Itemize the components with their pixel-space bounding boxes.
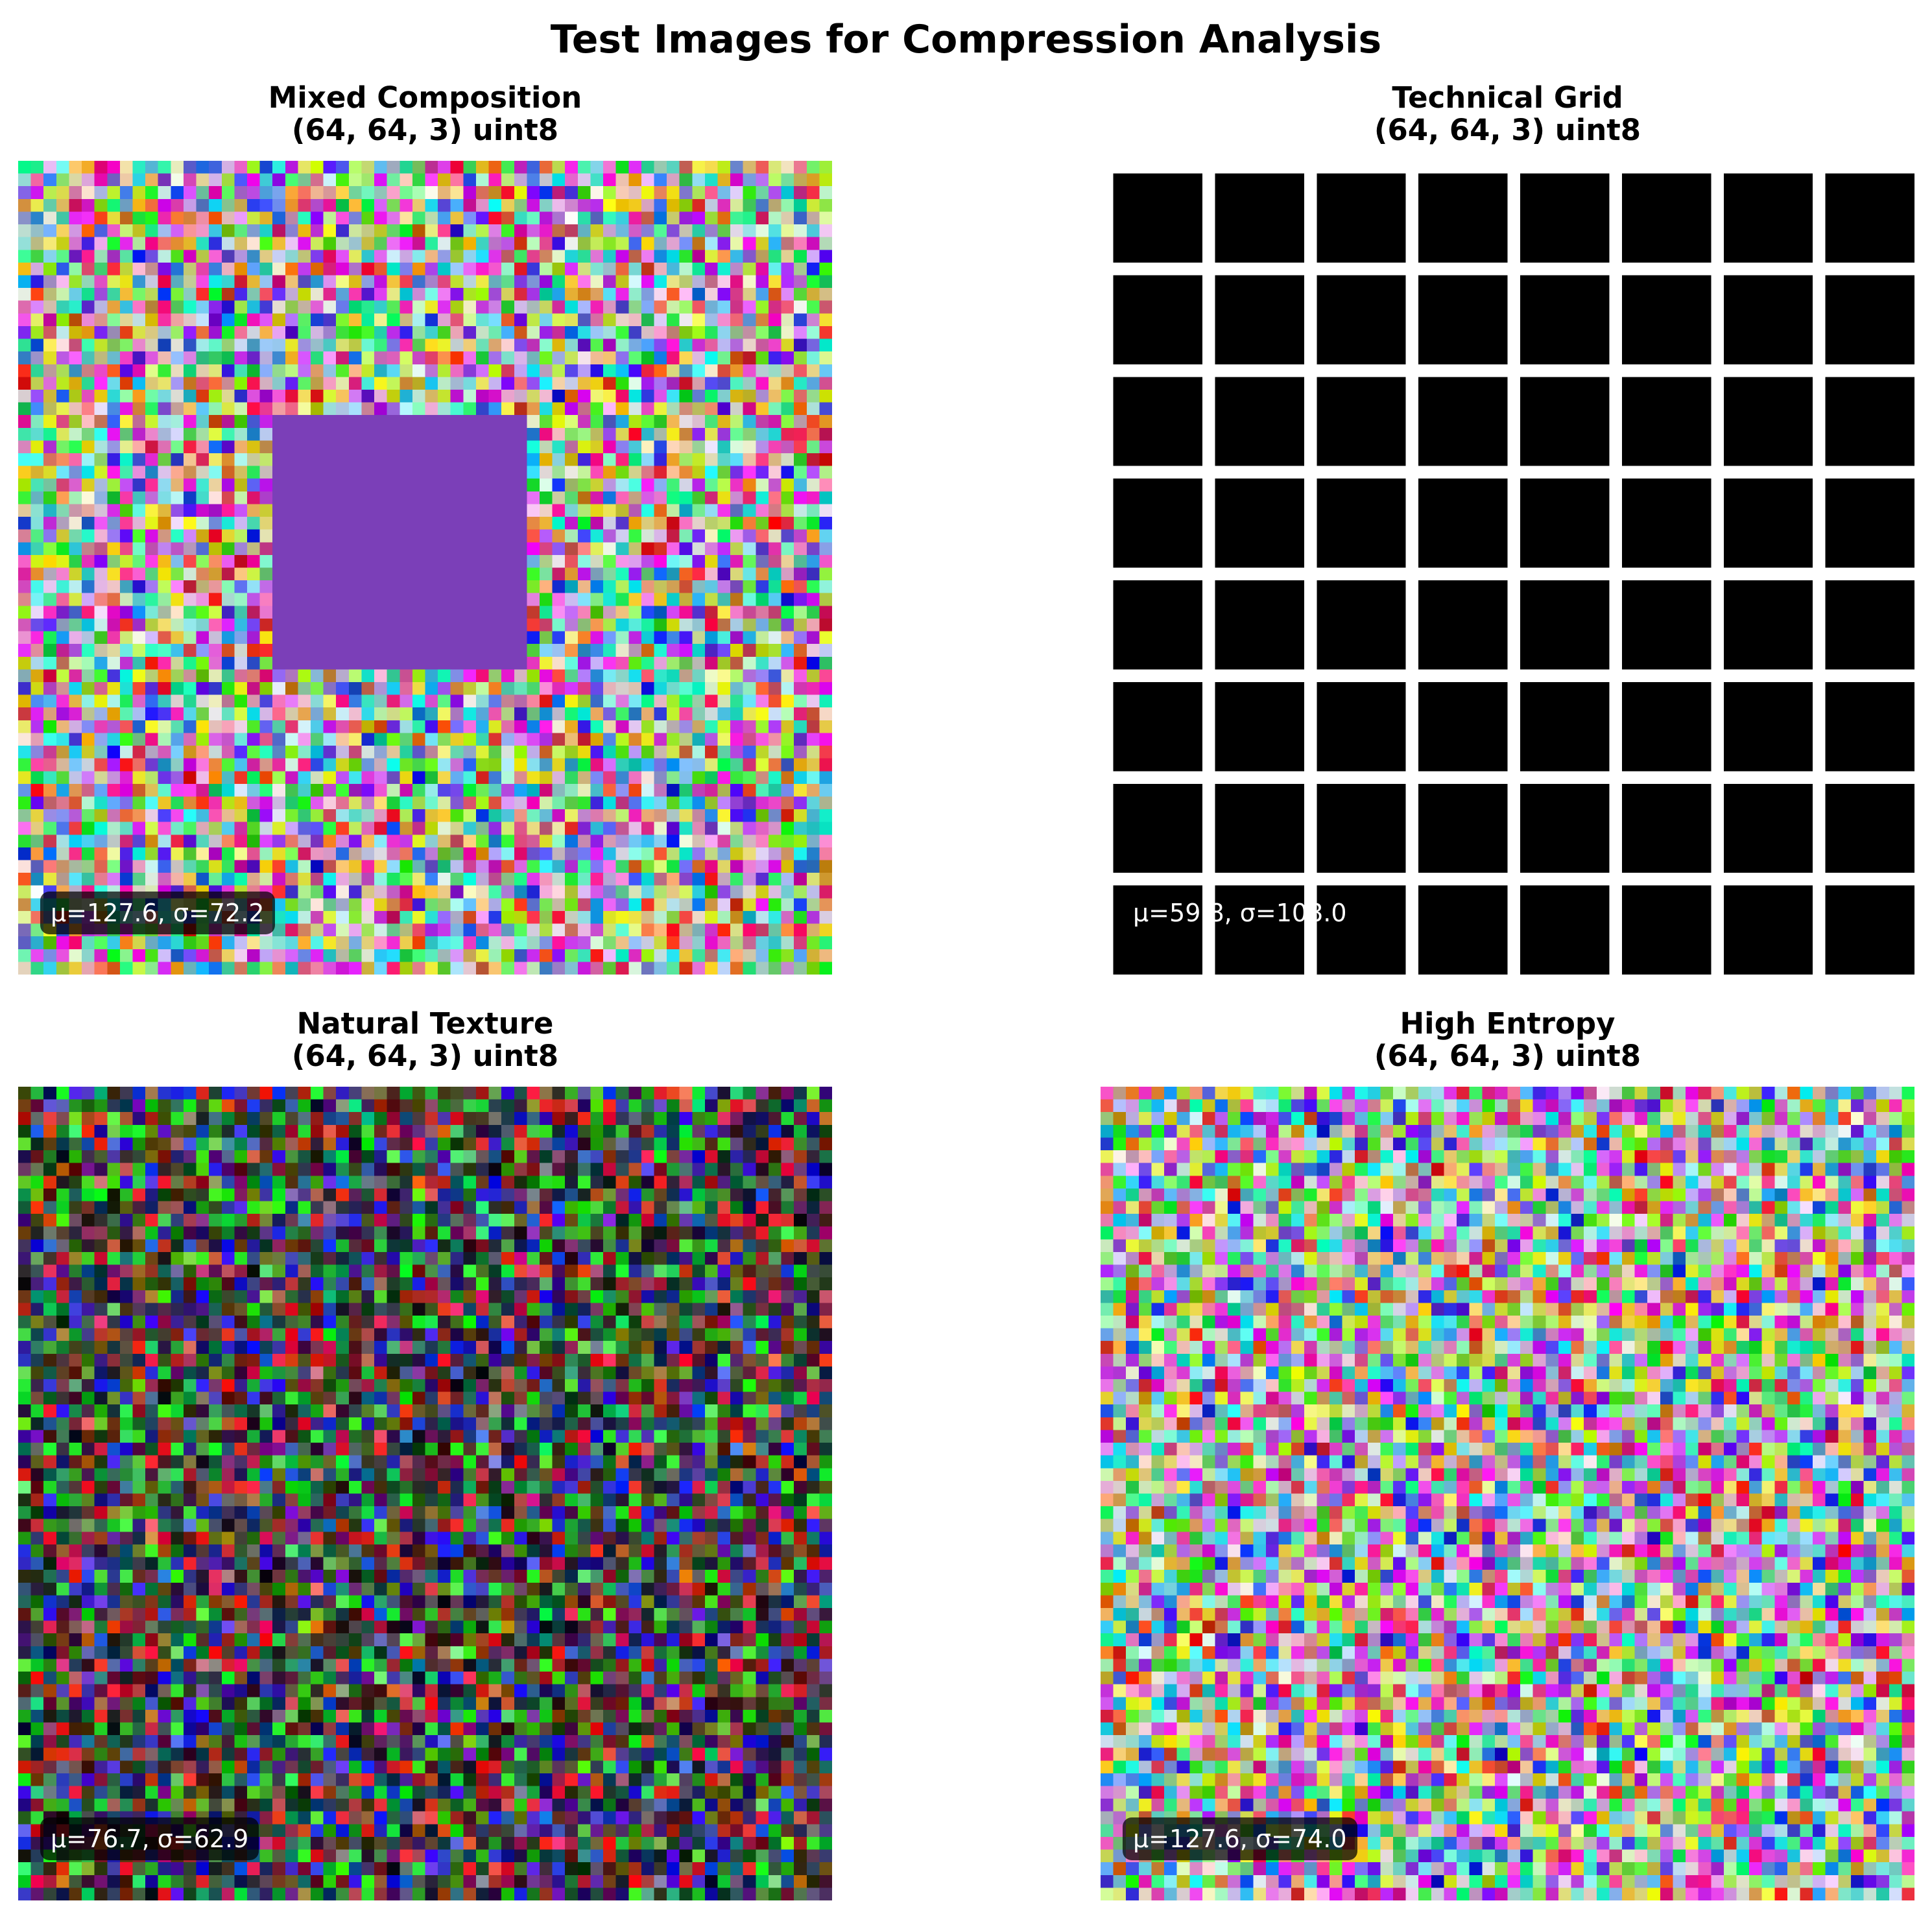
panel-subtitle-text: (64, 64, 3) uint8: [18, 114, 832, 147]
image-canvas: [18, 161, 832, 975]
test-image: μ=76.7, σ=62.9: [18, 1087, 832, 1900]
panel-title-text: Natural Texture: [18, 1008, 832, 1040]
panel-subtitle-text: (64, 64, 3) uint8: [18, 1040, 832, 1072]
panel-title: Mixed Composition (64, 64, 3) uint8: [18, 82, 832, 147]
image-canvas: [18, 1087, 832, 1900]
panel-title-text: Mixed Composition: [18, 82, 832, 114]
panel-high-entropy: High Entropy (64, 64, 3) uint8 μ=127.6, …: [1101, 1002, 1914, 1900]
stats-label: μ=59.8, σ=108.0: [1123, 892, 1357, 934]
panel-mixed-composition: Mixed Composition (64, 64, 3) uint8 μ=12…: [18, 77, 832, 975]
test-image: μ=127.6, σ=72.2: [18, 161, 832, 975]
panel-subtitle-text: (64, 64, 3) uint8: [1101, 114, 1914, 147]
panel-title-text: Technical Grid: [1101, 82, 1914, 114]
stats-label: μ=127.6, σ=74.0: [1123, 1817, 1357, 1860]
panel-title: High Entropy (64, 64, 3) uint8: [1101, 1008, 1914, 1072]
panel-title-text: High Entropy: [1101, 1008, 1914, 1040]
panel-title: Natural Texture (64, 64, 3) uint8: [18, 1008, 832, 1072]
test-image: μ=127.6, σ=74.0: [1101, 1087, 1914, 1900]
panel-title: Technical Grid (64, 64, 3) uint8: [1101, 82, 1914, 147]
image-canvas: [1101, 1087, 1914, 1900]
image-canvas: [1101, 161, 1914, 975]
figure-title: Test Images for Compression Analysis: [0, 10, 1932, 69]
panel-technical-grid: Technical Grid (64, 64, 3) uint8 μ=59.8,…: [1101, 77, 1914, 975]
panel-natural-texture: Natural Texture (64, 64, 3) uint8 μ=76.7…: [18, 1002, 832, 1900]
panel-subtitle-text: (64, 64, 3) uint8: [1101, 1040, 1914, 1072]
stats-label: μ=127.6, σ=72.2: [40, 892, 275, 934]
test-image: μ=59.8, σ=108.0: [1101, 161, 1914, 975]
stats-label: μ=76.7, σ=62.9: [40, 1817, 259, 1860]
